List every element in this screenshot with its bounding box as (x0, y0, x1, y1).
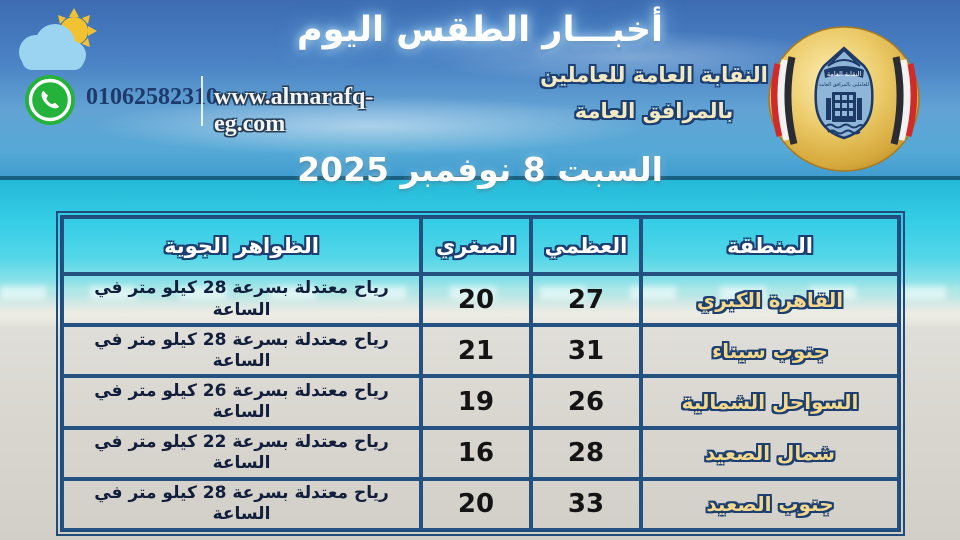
table-row: شمال الصعيد 28 16 رياح معتدلة بسرعة 22 ك… (62, 427, 899, 479)
cloud-haze (420, 30, 840, 84)
region-name: جنوب سيناء (641, 325, 899, 377)
min-temp: 16 (421, 427, 531, 479)
cloud-haze (90, 96, 650, 156)
table-row: القاهرة الكبري 27 20 رياح معتدلة بسرعة 2… (62, 274, 899, 326)
max-temp: 31 (531, 325, 641, 377)
organization-line1: النقابة العامة للعاملين (540, 63, 768, 87)
phone-number[interactable]: 01062582310 (86, 84, 218, 110)
whatsapp-icon[interactable] (24, 74, 76, 126)
table-row: السواحل الشمالية 26 19 رياح معتدلة بسرعة… (62, 376, 899, 428)
max-temp: 26 (531, 376, 641, 428)
region-name: القاهرة الكبري (641, 274, 899, 326)
phenomena-text: رياح معتدلة بسرعة 28 كيلو متر في الساعة (62, 274, 421, 326)
phenomena-text: رياح معتدلة بسرعة 22 كيلو متر في الساعة (62, 427, 421, 479)
weather-table: المنطقة العظمي الصغري الظواهر الجوية الق… (56, 211, 905, 536)
max-temp: 28 (531, 427, 641, 479)
svg-text:للعاملين بالمرافق العامة: للعاملين بالمرافق العامة (819, 82, 870, 88)
sea-horizon-line (0, 176, 960, 180)
sand-background (0, 326, 960, 540)
table-row: جنوب سيناء 31 21 رياح معتدلة بسرعة 28 كي… (62, 325, 899, 377)
column-header-phenomena: الظواهر الجوية (62, 217, 421, 274)
column-header-min: الصغري (421, 217, 531, 274)
phenomena-text: رياح معتدلة بسرعة 26 كيلو متر في الساعة (62, 376, 421, 428)
website-link[interactable]: www.almarafq-eg.com (214, 84, 374, 137)
region-name: جنوب الصعيد (641, 478, 899, 530)
column-header-region: المنطقة (641, 217, 899, 274)
phenomena-text: رياح معتدلة بسرعة 28 كيلو متر في الساعة (62, 325, 421, 377)
min-temp: 20 (421, 274, 531, 326)
svg-text:النقابة العامة: النقابة العامة (827, 70, 861, 78)
max-temp: 27 (531, 274, 641, 326)
table-header-row: المنطقة العظمي الصغري الظواهر الجوية (62, 217, 899, 274)
phenomena-text: رياح معتدلة بسرعة 28 كيلو متر في الساعة (62, 478, 421, 530)
emblem-shield: النقابة العامة للعاملين بالمرافق العامة (814, 46, 874, 140)
table-row: جنوب الصعيد 33 20 رياح معتدلة بسرعة 28 ك… (62, 478, 899, 530)
egypt-flag-left (770, 56, 798, 145)
region-name: شمال الصعيد (641, 427, 899, 479)
min-temp: 21 (421, 325, 531, 377)
column-header-max: العظمي (531, 217, 641, 274)
organization-line2: بالمرافق العامة (574, 98, 734, 123)
max-temp: 33 (531, 478, 641, 530)
sun-cloud-icon (19, 8, 97, 70)
region-name: السواحل الشمالية (641, 376, 899, 428)
organization-name: النقابة العامة للعاملين بالمرافق العامة (538, 58, 770, 129)
egypt-flag-right (890, 56, 918, 145)
page-title: أخبـــار الطقس اليوم (297, 10, 663, 50)
min-temp: 20 (421, 478, 531, 530)
syndicate-logo: النقابة العامة للعاملين بالمرافق العامة (768, 26, 920, 172)
min-temp: 19 (421, 376, 531, 428)
divider (201, 76, 203, 126)
date-heading: السبت 8 نوفمبر 2025 (297, 150, 663, 189)
